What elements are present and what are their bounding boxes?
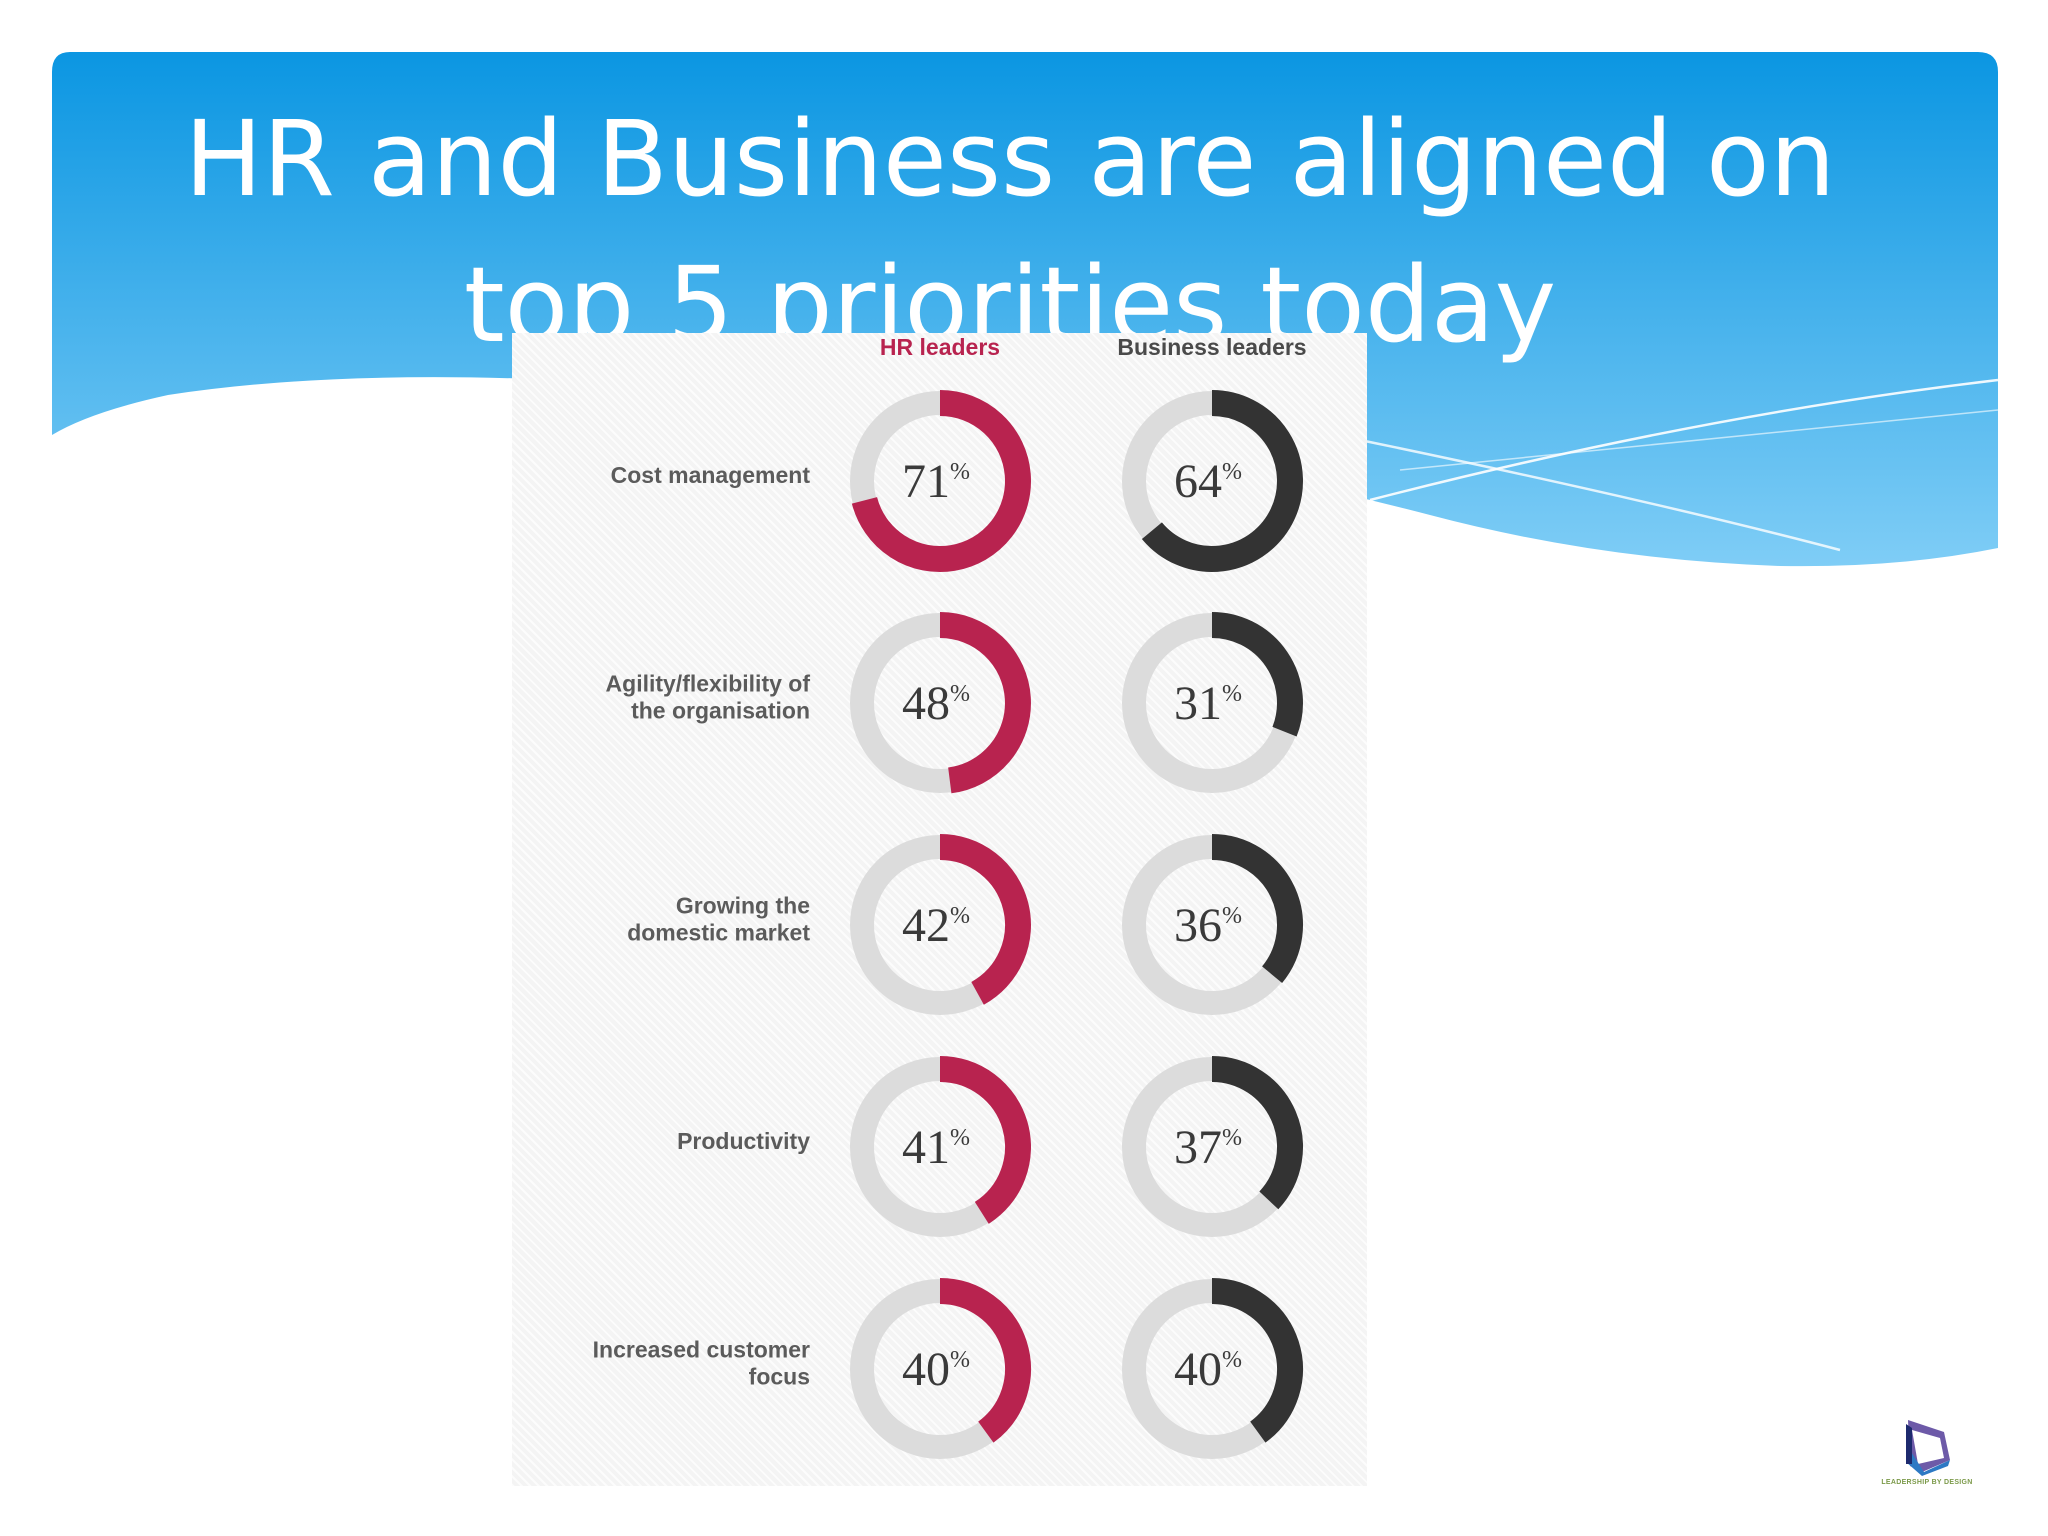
category-label: Increased customer	[593, 1337, 810, 1363]
column-header: Business leaders	[1117, 334, 1306, 360]
leadership-by-design-logo	[1906, 1420, 1950, 1476]
value-label: 40%	[1174, 1343, 1242, 1396]
category-label: the organisation	[631, 698, 810, 724]
value-label: 42%	[902, 899, 970, 952]
donut-chart: HR leaders Business leaders Cost managemen…	[593, 334, 1307, 1459]
category-label: Productivity	[677, 1128, 810, 1154]
value-label: 36%	[1174, 899, 1242, 952]
category-label: Cost management	[611, 462, 811, 488]
chart-panel: HR leaders Business leaders Cost managemen…	[512, 333, 1367, 1486]
category-label: focus	[749, 1364, 810, 1390]
donut-arc	[1211, 834, 1303, 983]
donut-arc	[939, 1278, 1031, 1443]
header-banner	[52, 52, 1999, 567]
donut-arc	[939, 612, 1031, 794]
value-label: 41%	[902, 1121, 970, 1174]
value-label: 64%	[1174, 455, 1242, 508]
donut-arc	[1211, 1278, 1303, 1443]
category-label: Growing the	[676, 893, 810, 919]
category-label: domestic market	[627, 920, 810, 946]
value-label: 37%	[1174, 1121, 1242, 1174]
banner-wave-line	[1359, 438, 1841, 552]
banner-wave-shape	[52, 52, 1998, 567]
category-label: Agility/flexibility of	[606, 671, 811, 697]
donut-arc	[939, 1056, 1031, 1224]
value-label: 31%	[1174, 677, 1242, 730]
donut-arc	[1141, 390, 1303, 572]
value-label: 40%	[902, 1343, 970, 1396]
logo-text: LEADERSHIP BY DESIGN	[1881, 1479, 1973, 1486]
column-header: HR leaders	[880, 334, 1000, 360]
value-label: 48%	[902, 677, 970, 730]
value-label: 71%	[902, 455, 970, 508]
banner-wave-line	[1399, 409, 1999, 471]
banner-wave-line	[1369, 378, 1999, 502]
page-title: HR and Business are aligned on top 5 pri…	[184, 98, 1836, 366]
donut-arc	[1211, 1056, 1303, 1210]
donut-arc	[851, 390, 1031, 572]
donut-arc	[939, 834, 1031, 1005]
donut-arc	[1211, 612, 1303, 737]
